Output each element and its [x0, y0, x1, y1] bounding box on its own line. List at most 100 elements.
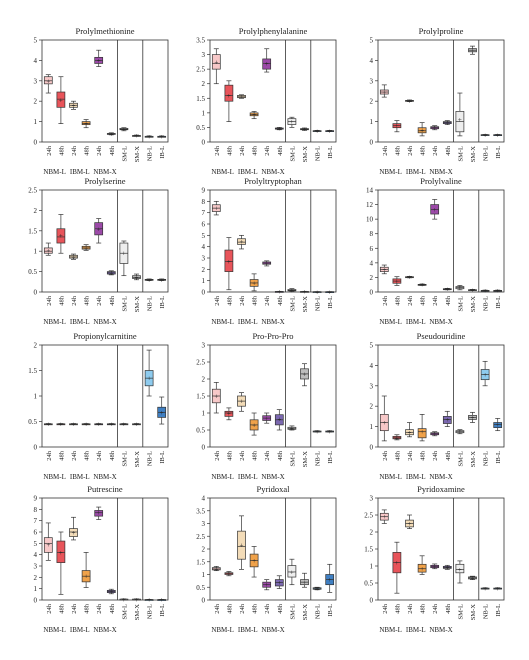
x-tick-label: 24h [382, 450, 389, 461]
x-tick-label: 24h [214, 145, 221, 156]
plot-frame [41, 189, 169, 293]
y-tick-label: 1.5 [196, 393, 205, 401]
box [430, 204, 440, 215]
mean-marker: + [471, 414, 475, 422]
mean-marker: + [458, 428, 462, 436]
mean-marker: + [395, 434, 399, 442]
group-label: IBM-L [70, 626, 90, 634]
box [262, 58, 272, 70]
x-tick-label: 48h [445, 295, 452, 306]
box [56, 91, 66, 108]
mean-marker: + [433, 563, 437, 571]
y-tick-label: 2 [202, 266, 206, 274]
x-tick-label: 24h [71, 295, 78, 306]
y-tick-label: 0.5 [196, 584, 205, 592]
y-tick-label: 10 [366, 216, 374, 224]
mean-marker: + [265, 415, 269, 423]
mean-marker: + [290, 287, 294, 295]
x-tick-label: 24h [46, 450, 53, 461]
mean-marker: + [252, 111, 256, 119]
mean-marker: + [46, 541, 50, 549]
x-tick-label: SM-X [302, 146, 309, 163]
mean-marker: + [408, 97, 412, 105]
mean-marker: + [382, 513, 386, 521]
mean-marker: + [315, 428, 319, 436]
y-tick-label: 12 [366, 201, 374, 209]
x-tick-label: NB-L [483, 146, 490, 161]
mean-marker: + [46, 247, 50, 255]
x-tick-label: 48h [109, 450, 116, 461]
x-tick-label: NB-L [483, 451, 490, 466]
mean-marker: + [290, 118, 294, 126]
mean-marker: + [59, 421, 63, 429]
x-tick-label: 48h [226, 450, 233, 461]
x-tick-label: 48h [58, 450, 65, 461]
x-tick-label: IB-L [159, 451, 166, 464]
mean-marker: + [433, 206, 437, 214]
group-label: IBM-L [406, 168, 426, 176]
group-label: IBM-L [70, 168, 90, 176]
x-tick-label: SM-L [457, 604, 464, 620]
y-tick-label: 3 [370, 77, 374, 85]
x-tick-label: SM-X [134, 296, 141, 313]
x-tick-label: 48h [277, 145, 284, 156]
mean-marker: + [252, 421, 256, 429]
y-tick-label: 2.5 [196, 359, 205, 367]
x-tick-label: 24h [96, 295, 103, 306]
mean-marker: + [59, 232, 63, 240]
plot-frame [41, 497, 169, 601]
group-label: NBM-L [43, 168, 66, 176]
y-tick-label: 0.5 [196, 124, 205, 132]
y-tick-label: 3.5 [196, 37, 205, 45]
x-tick-label: SM-L [289, 296, 296, 312]
y-tick-label: 2 [202, 546, 206, 554]
x-tick-label: IB-L [495, 451, 502, 464]
group-label: NBM-X [261, 318, 284, 326]
x-tick-label: NB-L [315, 604, 322, 619]
mean-marker: + [408, 274, 412, 282]
group-label: NBM-X [93, 318, 116, 326]
box [287, 565, 297, 578]
x-tick-label: 48h [58, 295, 65, 306]
mean-marker: + [303, 288, 307, 296]
x-tick-label: 48h [420, 603, 427, 614]
y-tick-label: 8 [202, 198, 206, 206]
x-tick-label: 24h [407, 145, 414, 156]
plot-frame [209, 39, 337, 143]
mean-marker: + [458, 284, 462, 292]
plot-frame [209, 189, 337, 293]
chart-title: Pro-Pro-Pro [252, 331, 293, 341]
mean-marker: + [240, 93, 244, 101]
y-tick-label: 1.5 [364, 546, 373, 554]
mean-marker: + [445, 119, 449, 127]
y-tick-label: 8 [370, 230, 374, 238]
mean-marker: + [135, 274, 139, 282]
mean-marker: + [483, 585, 487, 593]
y-tick-label: 4 [370, 57, 374, 65]
x-tick-label: 48h [394, 450, 401, 461]
y-tick-label: 1 [34, 118, 38, 126]
y-tick-label: 1 [370, 118, 374, 126]
x-tick-label: SM-L [289, 604, 296, 620]
y-tick-label: 0 [370, 444, 374, 452]
mean-marker: + [483, 131, 487, 139]
chart-title: Pseudouridine [417, 331, 466, 341]
mean-marker: + [420, 565, 424, 573]
box [493, 422, 503, 428]
x-tick-label: 24h [71, 450, 78, 461]
x-tick-label: 24h [96, 145, 103, 156]
mean-marker: + [227, 570, 231, 578]
group-label: NBM-L [211, 318, 234, 326]
mean-marker: + [382, 89, 386, 97]
mean-marker: + [84, 421, 88, 429]
y-tick-label: 2 [34, 207, 38, 215]
x-tick-label: 48h [394, 603, 401, 614]
chart-panel: Prolyltryptophan0123456789+24h+48h+24h+4… [202, 176, 337, 326]
y-tick-label: 2 [202, 376, 206, 384]
x-tick-label: SM-X [302, 451, 309, 468]
group-label: IBM-L [70, 318, 90, 326]
y-tick-label: 4 [202, 243, 206, 251]
x-tick-label: NB-L [147, 451, 154, 466]
group-label: IBM-L [406, 473, 426, 481]
y-tick-label: 3 [202, 520, 206, 528]
